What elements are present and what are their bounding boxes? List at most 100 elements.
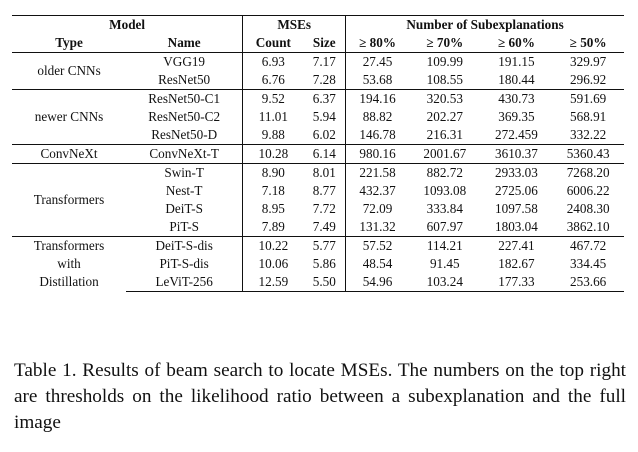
sub-t50: 568.91	[570, 109, 607, 124]
mse-size: 6.37	[303, 89, 347, 108]
model-name: ResNet50-D	[126, 126, 244, 145]
sub-t60: 227.41	[480, 236, 553, 255]
sub-t80: 432.37	[359, 183, 396, 198]
sub-t50: 334.45	[570, 256, 607, 271]
group-type-cell: ConvNeXt	[12, 144, 127, 164]
mse-count: 10.28	[242, 144, 304, 164]
mse-size: 6.02	[303, 126, 347, 145]
header-mses: MSEs	[242, 15, 347, 34]
mse-size: 7.72	[303, 200, 347, 218]
sub-t80: 27.45	[345, 52, 409, 71]
sub-t50: 2408.30	[566, 201, 610, 216]
table-row: Transformers Swin-T 8.90 8.01 221.58 882…	[12, 163, 624, 237]
sub-t70: 91.45	[429, 256, 460, 271]
sub-t60: 2933.03	[480, 163, 553, 182]
mse-count: 9.88	[261, 127, 285, 142]
header-type: Type	[55, 35, 83, 50]
mse-count: 11.01	[258, 109, 288, 124]
sub-t70: 202.27	[426, 109, 463, 124]
table-row: PiT-S 7.89 7.49 131.32 607.97 1803.04 38…	[12, 218, 624, 237]
sub-t80: 53.68	[362, 72, 393, 87]
header-row-1: Model MSEs Number of Subexplanations	[12, 15, 624, 34]
mse-count: 7.89	[261, 219, 285, 234]
model-name: ResNet50	[126, 71, 244, 90]
table-row: DeiT-S 8.95 7.72 72.09 333.84 1097.58 24…	[12, 200, 624, 218]
table-row: LeViT-256 12.59 5.50 54.96 103.24 177.33…	[12, 273, 624, 292]
table-row: ConvNeXt ConvNeXt-T 10.28 6.14 980.16 20…	[12, 144, 624, 164]
sub-t60: 272.459	[495, 127, 538, 142]
mse-count: 12.59	[242, 273, 304, 292]
model-name: DeiT-S-dis	[126, 236, 244, 255]
mse-size: 6.14	[303, 144, 347, 164]
sub-t70: 109.99	[408, 52, 481, 71]
sub-t60: 180.44	[498, 72, 535, 87]
group-type-line: with	[57, 256, 81, 272]
mse-count: 8.95	[261, 201, 285, 216]
mse-count: 7.18	[261, 183, 285, 198]
sub-t60: 1803.04	[495, 219, 538, 234]
model-name: Nest-T	[126, 182, 244, 200]
group-type-cell: Transformers	[12, 163, 127, 237]
table-row: ResNet50 6.76 7.28 53.68 108.55 180.44 2…	[12, 71, 624, 90]
sub-t80: 57.52	[345, 236, 409, 255]
header-t50: ≥ 50%	[569, 35, 607, 50]
header-t60: ≥ 60%	[497, 35, 535, 50]
model-name: ResNet50-C2	[126, 108, 244, 126]
mse-count: 6.93	[242, 52, 304, 71]
mse-size: 5.86	[303, 255, 347, 273]
sub-t80: 146.78	[359, 127, 396, 142]
table-row: Nest-T 7.18 8.77 432.37 1093.08 2725.06 …	[12, 182, 624, 200]
model-name: DeiT-S	[126, 200, 244, 218]
mse-count: 6.76	[261, 72, 285, 87]
model-name: VGG19	[126, 52, 244, 71]
sub-t70: 607.97	[426, 219, 463, 234]
model-name: PiT-S	[126, 218, 244, 237]
sub-t50: 467.72	[552, 236, 624, 255]
sub-t70: 108.55	[426, 72, 463, 87]
sub-t60: 1097.58	[495, 201, 538, 216]
model-name: ConvNeXt-T	[126, 144, 244, 164]
group-type-line: Distillation	[39, 274, 99, 290]
sub-t60: 191.15	[480, 52, 553, 71]
mse-count: 10.22	[242, 236, 304, 255]
sub-t60: 369.35	[498, 109, 535, 124]
model-name: Swin-T	[126, 163, 244, 182]
sub-t60: 177.33	[480, 273, 553, 292]
sub-t70: 216.31	[426, 127, 463, 142]
mse-count: 10.06	[258, 256, 289, 271]
group-type-cell: newer CNNs	[12, 89, 127, 145]
sub-t70: 1093.08	[423, 183, 467, 198]
sub-t50: 5360.43	[552, 144, 624, 164]
header-t80: ≥ 80%	[359, 35, 396, 50]
header-num-sub: Number of Subexplanations	[345, 15, 624, 34]
results-table: Model MSEs Number of Subexplanations Typ…	[12, 15, 624, 292]
sub-t80: 54.96	[345, 273, 409, 292]
mse-size: 7.17	[303, 52, 347, 71]
sub-t80: 88.82	[362, 109, 393, 124]
sub-t80: 194.16	[345, 89, 409, 108]
sub-t60: 2725.06	[495, 183, 538, 198]
sub-t70: 333.84	[426, 201, 463, 216]
mse-size: 7.49	[303, 218, 347, 237]
table-row: Transformers with Distillation DeiT-S-di…	[12, 236, 624, 292]
sub-t50: 296.92	[570, 72, 607, 87]
mse-size: 8.77	[303, 182, 347, 200]
group-type-cell: older CNNs	[12, 52, 127, 90]
header-row-2: Type Name Count Size ≥ 80% ≥ 70% ≥ 60% ≥…	[12, 34, 624, 53]
model-name: LeViT-256	[126, 273, 244, 292]
sub-t80: 48.54	[362, 256, 393, 271]
mse-size: 8.01	[303, 163, 347, 182]
group-type-cell: Transformers with Distillation	[12, 236, 127, 292]
header-model: Model	[12, 15, 244, 34]
table-row: older CNNs VGG19 6.93 7.17 27.45 109.99 …	[12, 52, 624, 90]
mse-size: 5.77	[303, 236, 347, 255]
sub-t50: 329.97	[552, 52, 624, 71]
header-count: Count	[255, 35, 291, 50]
sub-t70: 882.72	[408, 163, 481, 182]
table-row: newer CNNs ResNet50-C1 9.52 6.37 194.16 …	[12, 89, 624, 145]
sub-t80: 131.32	[359, 219, 396, 234]
table-row: PiT-S-dis 10.06 5.86 48.54 91.45 182.67 …	[12, 255, 624, 273]
table-caption: Table 1. Results of beam search to locat…	[14, 360, 626, 433]
mse-size: 7.28	[303, 71, 347, 90]
